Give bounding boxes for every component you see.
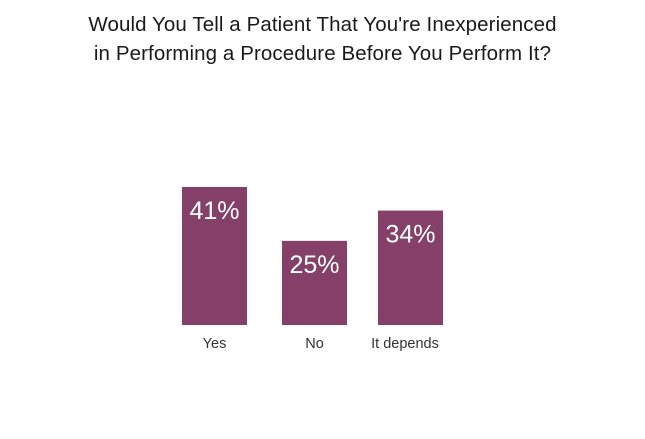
bar-it-depends (378, 210, 443, 325)
category-label-it-depends: It depends (371, 336, 439, 352)
category-label-no: No (305, 336, 324, 352)
category-labels-group: Yes No It depends (203, 336, 439, 352)
value-label-yes: 41% (189, 197, 239, 225)
value-label-no: 25% (289, 251, 339, 279)
bar-no (282, 240, 347, 325)
value-labels-group: 41% 25% 34% (189, 197, 435, 279)
value-label-it-depends: 34% (385, 221, 435, 249)
chart-title: Would You Tell a Patient That You're Ine… (0, 10, 645, 68)
bar-yes (182, 187, 247, 325)
category-label-yes: Yes (203, 336, 227, 352)
chart-title-line-1: Would You Tell a Patient That You're Ine… (88, 13, 557, 36)
bars-group (182, 187, 443, 325)
chart-title-line-2: in Performing a Procedure Before You Per… (93, 42, 552, 65)
